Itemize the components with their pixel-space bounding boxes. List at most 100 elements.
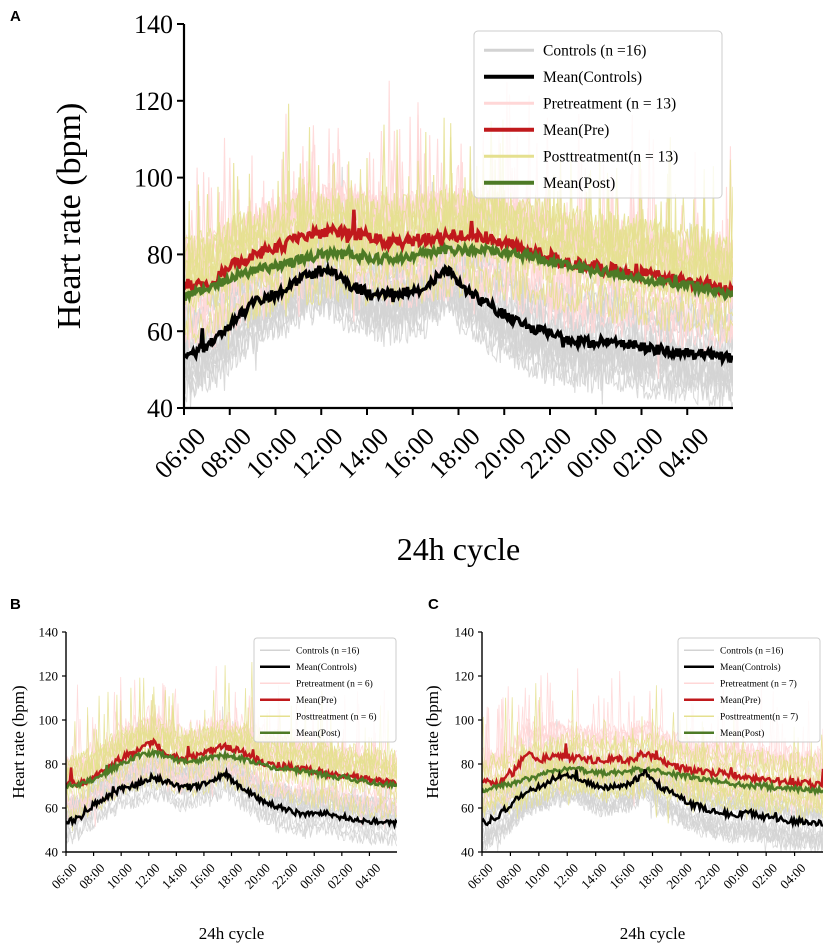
x-axis-label: 24h cycle bbox=[397, 531, 521, 567]
x-tick-label: 18:00 bbox=[214, 860, 246, 892]
x-tick-label: 02:00 bbox=[749, 860, 781, 892]
legend-label: Posttreatment(n = 7) bbox=[720, 712, 798, 723]
mean-post-line bbox=[66, 747, 397, 791]
legend-label: Controls (n =16) bbox=[296, 646, 359, 657]
x-tick-label: 22:00 bbox=[692, 860, 724, 892]
y-tick-label: 80 bbox=[147, 241, 173, 270]
x-tick-label: 00:00 bbox=[297, 860, 329, 892]
legend-label: Mean(Post) bbox=[543, 175, 615, 192]
mean-pre-line bbox=[482, 743, 823, 791]
x-tick-label: 14:00 bbox=[159, 860, 191, 892]
x-axis-label: 24h cycle bbox=[199, 924, 265, 943]
legend-label: Mean(Post) bbox=[296, 728, 340, 739]
controls-trace-16 bbox=[482, 751, 823, 852]
x-tick-label: 16:00 bbox=[186, 860, 218, 892]
x-tick-label: 02:00 bbox=[324, 860, 356, 892]
controls-trace-12 bbox=[66, 764, 397, 847]
x-tick-label: 08:00 bbox=[195, 422, 257, 484]
legend-label: Posttreatment(n = 13) bbox=[543, 149, 678, 166]
x-tick-label: 12:00 bbox=[550, 860, 582, 892]
x-tick-label: 12:00 bbox=[286, 422, 348, 484]
legend-label: Mean(Controls) bbox=[543, 69, 642, 86]
legend-label: Mean(Pre) bbox=[720, 695, 761, 706]
panel-label-b: B bbox=[10, 596, 21, 613]
x-tick-label: 06:00 bbox=[149, 422, 211, 484]
mean-pre-line bbox=[184, 209, 733, 299]
x-tick-label: 12:00 bbox=[131, 860, 163, 892]
x-tick-label: 20:00 bbox=[469, 422, 531, 484]
y-tick-label: 100 bbox=[134, 164, 173, 193]
posttreatment-trace-8 bbox=[66, 700, 397, 805]
x-tick-label: 06:00 bbox=[464, 860, 496, 892]
x-tick-label: 04:00 bbox=[652, 422, 714, 484]
legend-label: Pretreatment (n = 13) bbox=[543, 96, 676, 113]
y-tick-label: 40 bbox=[147, 394, 173, 423]
mean-controls-line bbox=[66, 766, 397, 831]
posttreatment-trace-7 bbox=[482, 683, 823, 786]
legend: Controls (n =16) Mean(Controls) Pretreatme… bbox=[253, 637, 397, 743]
x-tick-label: 14:00 bbox=[332, 422, 394, 484]
controls-trace-16 bbox=[184, 225, 733, 408]
legend-label: Mean(Controls) bbox=[720, 662, 781, 673]
legend-label: Controls (n =16) bbox=[720, 646, 783, 657]
legend-label: Mean(Pre) bbox=[296, 695, 337, 706]
y-axis-label: Heart rate (bpm) bbox=[9, 685, 28, 798]
legend-label: Mean(Post) bbox=[720, 728, 764, 739]
mean-controls-line bbox=[482, 768, 823, 829]
plot-area-p2 bbox=[482, 668, 823, 852]
legend-label: Mean(Pre) bbox=[543, 122, 609, 139]
panel-label-a: A bbox=[10, 8, 21, 25]
y-tick-label: 60 bbox=[45, 801, 58, 816]
x-tick-label: 00:00 bbox=[561, 422, 623, 484]
x-tick-label: 16:00 bbox=[378, 422, 440, 484]
posttreatment-trace-8 bbox=[482, 712, 823, 775]
x-tick-label: 10:00 bbox=[240, 422, 302, 484]
legend-label: Posttreatment (n = 6) bbox=[296, 712, 377, 723]
x-tick-label: 06:00 bbox=[48, 860, 80, 892]
mean-post-line bbox=[482, 765, 823, 797]
y-axis-label: Heart rate (bpm) bbox=[423, 685, 442, 798]
y-axis-label: Heart rate (bpm) bbox=[51, 103, 88, 330]
legend-label: Pretreatment (n = 7) bbox=[720, 679, 797, 690]
posttreatment-trace-9 bbox=[66, 711, 397, 802]
x-tick-label: 10:00 bbox=[104, 860, 136, 892]
y-tick-label: 80 bbox=[45, 757, 58, 772]
y-tick-label: 40 bbox=[461, 845, 474, 860]
y-tick-label: 40 bbox=[45, 845, 58, 860]
x-tick-label: 10:00 bbox=[521, 860, 553, 892]
plot-area-p0 bbox=[184, 80, 733, 408]
y-tick-label: 140 bbox=[455, 625, 475, 640]
x-tick-label: 14:00 bbox=[578, 860, 610, 892]
legend-label: Controls (n =16) bbox=[543, 43, 646, 60]
y-tick-label: 140 bbox=[39, 625, 59, 640]
x-tick-label: 08:00 bbox=[493, 860, 525, 892]
x-tick-label: 22:00 bbox=[515, 422, 577, 484]
x-tick-label: 00:00 bbox=[720, 860, 752, 892]
mean-post-line bbox=[184, 240, 733, 304]
chart-panel-a: 40 60 80 100 120 140 06:0008:0010:0012:0014:00… bbox=[51, 10, 733, 567]
y-tick-label: 80 bbox=[461, 757, 474, 772]
x-tick-label: 18:00 bbox=[423, 422, 485, 484]
controls-trace-11 bbox=[482, 768, 823, 852]
mean-controls-line bbox=[184, 261, 733, 368]
chart-panel-b: 40 60 80 100 120 140 06:0008:0010:0012:0014:00… bbox=[9, 625, 397, 943]
x-tick-label: 08:00 bbox=[76, 860, 108, 892]
x-tick-label: 04:00 bbox=[352, 860, 384, 892]
y-tick-label: 120 bbox=[134, 87, 173, 116]
x-tick-label: 18:00 bbox=[635, 860, 667, 892]
legend: Controls (n =16) Mean(Controls) Pretreatme… bbox=[677, 637, 821, 743]
y-tick-label: 100 bbox=[39, 713, 59, 728]
x-tick-label: 20:00 bbox=[663, 860, 695, 892]
posttreatment-trace-2 bbox=[66, 677, 397, 798]
legend-label: Mean(Controls) bbox=[296, 662, 357, 673]
chart-panel-c: 40 60 80 100 120 140 06:0008:0010:0012:0014:00… bbox=[423, 625, 823, 943]
posttreatment-trace-8 bbox=[184, 161, 733, 344]
x-axis-label: 24h cycle bbox=[620, 924, 686, 943]
y-tick-label: 120 bbox=[39, 669, 59, 684]
legend: Controls (n =16) Mean(Controls) Pretreatme… bbox=[473, 30, 723, 199]
x-tick-label: 16:00 bbox=[606, 860, 638, 892]
y-tick-label: 100 bbox=[455, 713, 475, 728]
x-tick-label: 22:00 bbox=[269, 860, 301, 892]
legend-box bbox=[473, 30, 723, 199]
